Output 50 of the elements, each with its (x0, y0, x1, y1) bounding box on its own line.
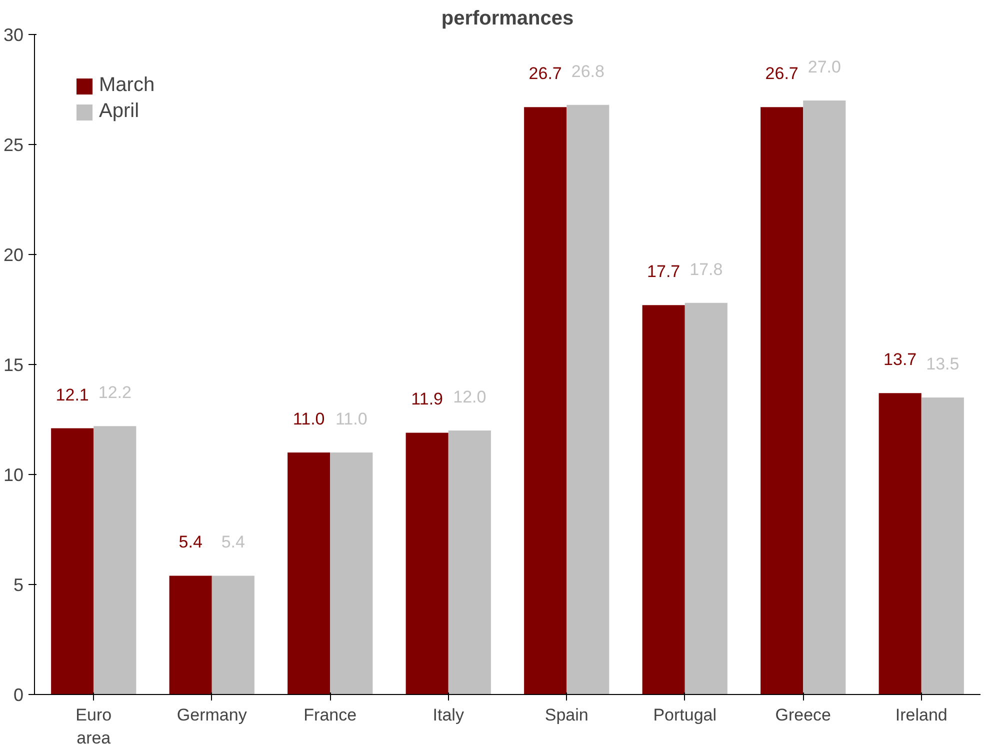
y-tick-label: 0 (13, 685, 24, 705)
x-tick-label: Greece (775, 706, 831, 724)
x-tick-label: Euro area (76, 706, 112, 748)
y-tick-label: 5 (13, 575, 24, 595)
bar (288, 452, 330, 694)
x-tick-label: Ireland (895, 706, 948, 724)
x-tick-label: Portugal (653, 706, 717, 724)
data-label: 26.7 (765, 64, 798, 84)
chart-title: performances (441, 8, 574, 30)
y-tick-label: 20 (3, 245, 24, 265)
bar (921, 398, 964, 694)
data-label: 11.0 (335, 410, 368, 428)
bar (212, 576, 254, 694)
data-label: 11.0 (292, 410, 325, 428)
y-tick-label: 15 (3, 355, 24, 375)
data-label: 26.8 (571, 62, 604, 81)
bar (878, 393, 922, 694)
bar (330, 452, 373, 694)
data-label: 13.7 (884, 350, 917, 370)
data-label: 13.5 (926, 354, 960, 374)
bar (760, 107, 804, 694)
x-tick-label: Spain (544, 706, 588, 724)
data-label: 12.1 (56, 385, 89, 404)
bar (566, 104, 610, 694)
data-label: 5.4 (178, 532, 202, 552)
y-tick-label: 10 (3, 465, 24, 485)
data-label: 5.4 (221, 532, 245, 552)
legend-label: March (99, 74, 155, 97)
legend-label: April (99, 100, 140, 123)
x-tick-label: France (304, 706, 357, 724)
bar (94, 426, 136, 694)
y-tick-label: 25 (3, 135, 24, 155)
bar (642, 305, 685, 694)
bar (524, 107, 567, 694)
x-tick-label: Italy (432, 706, 464, 724)
data-label: 26.7 (528, 64, 562, 84)
data-label: 17.7 (647, 262, 680, 282)
data-label: 12.2 (98, 383, 132, 402)
x-tick-label: Germany (176, 706, 248, 724)
bar (406, 432, 448, 694)
bar (684, 302, 728, 694)
bar (51, 428, 94, 694)
data-label: 27.0 (808, 58, 841, 76)
bar (169, 576, 212, 694)
bar (448, 430, 491, 694)
data-label: 17.8 (690, 260, 723, 279)
data-label: 12.0 (453, 388, 486, 406)
data-label: 11.9 (411, 390, 444, 409)
bar (803, 100, 846, 694)
y-tick-label: 30 (3, 25, 24, 45)
